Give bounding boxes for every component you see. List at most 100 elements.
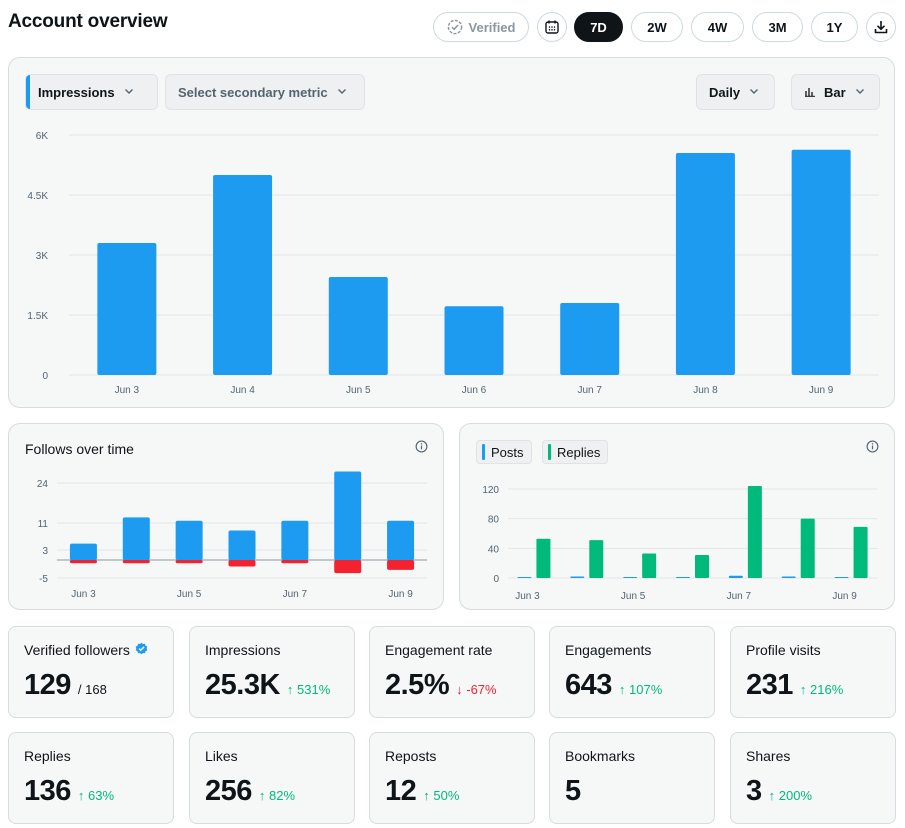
stat-card[interactable]: Reposts 12 ↑ 50% (369, 732, 535, 824)
calendar-button[interactable] (537, 12, 567, 42)
unfollows-bar (175, 560, 203, 564)
stat-card[interactable]: Profile visits 231 ↑ 216% (730, 626, 896, 718)
y-tick-label: -5 (39, 574, 48, 585)
y-tick-label: 40 (488, 544, 500, 555)
x-tick-label: Jun 3 (71, 589, 96, 600)
stat-card[interactable]: Shares 3 ↑ 200% (730, 732, 896, 824)
stat-delta: ↑ 531% (287, 682, 330, 697)
follows-bar (175, 520, 203, 560)
x-tick-label: Jun 7 (727, 591, 752, 602)
range-1y-button[interactable]: 1Y (811, 12, 858, 42)
stat-value-row: 25.3K ↑ 531% (205, 669, 330, 702)
stat-delta-value: 200% (778, 788, 813, 803)
posts-bar (728, 575, 743, 578)
arrow-up-icon: ↑ (768, 788, 779, 803)
replies-bar (642, 553, 657, 578)
stat-delta-value: 531% (297, 682, 331, 697)
impressions-bar (560, 303, 620, 375)
info-icon[interactable] (866, 440, 879, 453)
impressions-bar (328, 277, 388, 375)
stat-delta: ↑ 216% (800, 682, 843, 697)
impressions-bar-chart: 0 1.5K 3K 4.5K 6K Jun 3 Jun 4 Jun 5 Jun 6 Jun 7 Ju… (27, 131, 879, 396)
interval-select[interactable]: Daily (696, 74, 775, 110)
primary-metric-select[interactable]: Impressions (25, 74, 158, 110)
stat-value: 2.5% (385, 669, 450, 701)
stat-label-text: Replies (24, 748, 71, 764)
impressions-bar (97, 243, 157, 375)
x-tick-label: Jun 9 (388, 589, 413, 600)
stat-value: 129 (24, 669, 71, 701)
x-tick-label: Jun 4 (230, 385, 255, 396)
stat-label: Reposts (385, 748, 436, 764)
metric-color-accent (26, 75, 30, 109)
replies-bar (853, 526, 868, 578)
chevron-down-icon (123, 85, 135, 100)
x-tick-label: Jun 5 (346, 385, 371, 396)
replies-bar (747, 486, 762, 578)
y-tick-label: 11 (38, 519, 49, 530)
verified-badge-icon (447, 19, 463, 35)
stat-label: Profile visits (746, 642, 821, 658)
stat-card[interactable]: Verified followers 129 / 168 (8, 626, 174, 718)
stat-card[interactable]: Engagement rate 2.5% ↓ -67% (369, 626, 535, 718)
download-button[interactable] (866, 12, 896, 42)
stat-label-text: Engagements (565, 642, 652, 658)
range-4w-button[interactable]: 4W (691, 12, 744, 42)
x-tick-label: Jun 7 (577, 385, 602, 396)
verified-check-icon (135, 642, 148, 658)
stat-value: 3 (746, 775, 762, 807)
stat-label-text: Profile visits (746, 642, 821, 658)
verified-filter-button[interactable]: Verified (433, 12, 529, 42)
stat-delta-value: -67% (466, 682, 497, 697)
stat-label: Likes (205, 748, 238, 764)
stat-card[interactable]: Likes 256 ↑ 82% (189, 732, 355, 824)
chevron-down-icon (854, 85, 866, 100)
stat-delta: ↑ 82% (259, 788, 295, 803)
range-7d-button[interactable]: 7D (574, 12, 623, 42)
stat-card[interactable]: Replies 136 ↑ 63% (8, 732, 174, 824)
calendar-icon (544, 19, 560, 35)
stat-card[interactable]: Impressions 25.3K ↑ 531% (189, 626, 355, 718)
secondary-metric-select[interactable]: Select secondary metric (165, 74, 365, 110)
stat-value-row: 2.5% ↓ -67% (385, 669, 497, 702)
stat-card[interactable]: Engagements 643 ↑ 107% (549, 626, 715, 718)
info-icon[interactable] (415, 440, 428, 453)
download-icon (873, 19, 889, 35)
stat-value-row: 136 ↑ 63% (24, 775, 114, 808)
follows-bar (387, 520, 415, 560)
stat-value-row: 129 / 168 (24, 669, 107, 702)
stat-value-row: 256 ↑ 82% (205, 775, 295, 808)
y-tick-label: 6K (36, 131, 49, 142)
stat-card[interactable]: Bookmarks 5 (549, 732, 715, 824)
stat-label: Replies (24, 748, 71, 764)
bar-chart-icon (804, 85, 816, 100)
stat-delta: ↑ 200% (769, 788, 812, 803)
replies-bar (536, 538, 551, 578)
stat-label: Engagements (565, 642, 651, 658)
stat-value-row: 231 ↑ 216% (746, 669, 843, 702)
impressions-bar (213, 175, 273, 375)
stat-value-row: 12 ↑ 50% (385, 775, 459, 808)
stat-label-text: Impressions (205, 642, 281, 658)
chart-type-select[interactable]: Bar (791, 74, 880, 110)
range-2w-button[interactable]: 2W (631, 12, 683, 42)
x-tick-label: Jun 3 (515, 591, 540, 602)
legend-posts[interactable]: Posts (476, 440, 532, 464)
legend-posts-label: Posts (491, 444, 524, 460)
unfollows-bar (69, 560, 97, 564)
replies-bar (695, 555, 709, 578)
unfollows-bar (387, 560, 415, 570)
y-tick-label: 1.5K (27, 311, 48, 322)
legend-replies[interactable]: Replies (542, 440, 609, 464)
stat-delta-value: 82% (269, 788, 296, 803)
stat-label-text: Shares (746, 748, 791, 764)
y-tick-label: 4.5K (27, 191, 48, 202)
posts-bar (676, 577, 690, 578)
x-tick-label: Jun 9 (832, 591, 857, 602)
y-tick-label: 3K (36, 251, 49, 262)
interval-label: Daily (709, 84, 741, 100)
chart-type-label: Bar (824, 84, 846, 100)
impressions-bar (444, 306, 504, 375)
range-3m-button[interactable]: 3M (752, 12, 803, 42)
stat-value: 12 (385, 775, 417, 807)
